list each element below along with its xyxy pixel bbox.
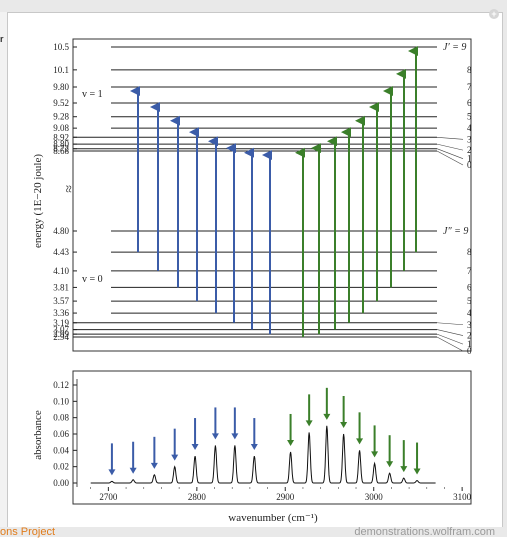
footer-right-link[interactable]: demonstrations.wolfram.com [354,526,495,538]
upper-j-label: 6 [467,98,472,108]
lower-j-label: 1 [467,339,472,349]
lower-tick-label: 3.57 [53,296,69,306]
demo-content-panel: 10.5 10.1 9.80 9.52 9.28 9.08 8.92 8.80 8.72 8.68… [7,12,503,529]
spectrum-y-tick-label: 0.06 [53,429,69,439]
lower-j-label: 3 [467,320,472,330]
lower-j-leader [436,336,464,352]
upper-j-label: 0 [467,160,472,170]
upper-tick-label: 10.1 [53,65,69,75]
lower-j-label: 4 [467,308,472,318]
spectrum-peak-arrowhead [356,438,364,445]
spectrum-peak-arrowhead [386,461,394,468]
spectrum-y-tick-label: 0.02 [53,462,69,472]
spectrum-y-tick-label: 0.00 [53,478,69,488]
upper-tick-label: 9.28 [53,112,69,122]
spectrum-peak-arrows [108,387,421,476]
upper-tick-label: 9.80 [53,82,69,92]
spectrum-peak-arrowhead [171,454,179,461]
spectrum-y-tick-label: 0.08 [53,413,69,423]
expand-button[interactable]: + [489,9,499,19]
spectrum-peak-arrowhead [231,433,239,440]
lower-tick-label: 4.10 [53,266,69,276]
lower-tick-label: 3.19 [53,318,69,328]
spectrum-x-tick-label: 3100 [453,492,472,502]
lower-tick-label: 3.07 [53,325,69,335]
lower-j-header: J″ = 9 [443,226,468,237]
lower-j-leader [436,329,464,336]
upper-tick-label: 8.92 [53,132,69,142]
spectrum-y-tick-label: 0.10 [53,396,69,406]
upper-j-label: 7 [467,82,472,92]
upper-j-label: 5 [467,112,472,122]
energy-levels [73,46,437,338]
lower-tick-label: 3.81 [53,282,69,292]
spectrum-y-tick-label: 0.04 [53,445,69,455]
spectrum-peak-arrowhead [305,420,313,427]
spectrum-peak-arrowhead [371,451,379,458]
spectrum-x-tick-label: 3000 [365,492,384,502]
spectrum-x-tick-label: 2700 [99,492,118,502]
lower-tick-label: 4.80 [53,226,69,236]
spectrum-axes: 2700 2800 2900 3000 3100 0.12 0.10 0.08 0.06 0.04… [53,379,472,502]
upper-j-leader [436,136,464,140]
axis-break-mark: ≈ [60,185,75,193]
lower-j-label: 8 [467,247,472,257]
spectrum-peak-arrowhead [108,469,116,476]
lower-tick-label: 3.36 [53,308,69,318]
footer-bar [0,527,507,537]
lower-j-leader [436,333,464,345]
lower-j-label: 7 [467,266,472,276]
spectrum-peak-arrowhead [129,467,137,474]
spectrum-line [90,425,436,484]
lower-state-label: v = 0 [82,274,103,285]
upper-j-label: 3 [467,134,472,144]
upper-j-header: J′ = 9 [443,42,466,53]
upper-j-label: 2 [467,145,472,155]
upper-tick-label: 10.5 [53,42,69,52]
upper-j-label: 8 [467,65,472,75]
upper-tick-label: 8.72 [53,144,69,154]
lower-tick-label: 4.43 [53,247,69,257]
spectrum-peak-arrowhead [340,422,348,428]
upper-tick-label: 9.52 [53,98,69,108]
upper-tick-label: 8.80 [53,139,69,149]
lower-j-label: 5 [467,296,472,306]
lower-j-leader [436,322,464,326]
lower-j-label: 2 [467,331,472,341]
spectrum-peak-arrowhead [413,468,421,475]
main-graphic: 10.5 10.1 9.80 9.52 9.289.088.928.808.728.68… [32,38,472,524]
upper-j-leader [436,148,464,159]
footer-left-link[interactable]: ons Project [0,526,56,538]
energy-tick-labels: 10.5 10.1 9.80 9.52 9.289.088.928.808.728.68… [53,42,77,342]
transition-arrows [130,46,418,337]
upper-j-leader [436,150,464,166]
spectrum-peak-arrowhead [323,413,331,420]
lower-tick-label: 2.94 [53,332,69,342]
spectrum-x-tick-label: 2800 [188,492,207,502]
spectrum-peak-arrowhead [191,444,199,451]
energy-axis-label: energy (1E−20 joule) [32,154,44,248]
spectrum-y-label: absorbance [32,410,44,460]
spectrum-peak-arrowhead [250,444,258,451]
upper-tick-label: 8.68 [53,146,69,156]
spectrum-peak-arrowhead [287,439,295,446]
lower-j-label: 0 [467,346,472,356]
lower-tick-label: 2.99 [53,329,69,339]
lower-j-label: 6 [467,282,472,292]
spectrum-frame [72,370,472,505]
spectrum-peak-arrowhead [211,433,219,440]
left-panel-text: r [0,34,4,44]
spectrum-x-tick-label: 2900 [276,492,295,502]
upper-tick-label: 9.08 [53,123,69,133]
upper-j-leader [436,143,464,151]
spectrum-peak-arrowhead [150,462,158,469]
upper-j-label: 1 [467,154,472,164]
energy-diagram-frame [72,38,472,352]
upper-j-label: 4 [467,123,472,133]
spectrum-x-label: wavenumber (cm⁻¹) [228,512,318,524]
spectrum-y-tick-label: 0.12 [53,380,69,390]
upper-state-label: v = 1 [82,89,103,100]
spectrum-peak-arrowhead [400,466,408,473]
